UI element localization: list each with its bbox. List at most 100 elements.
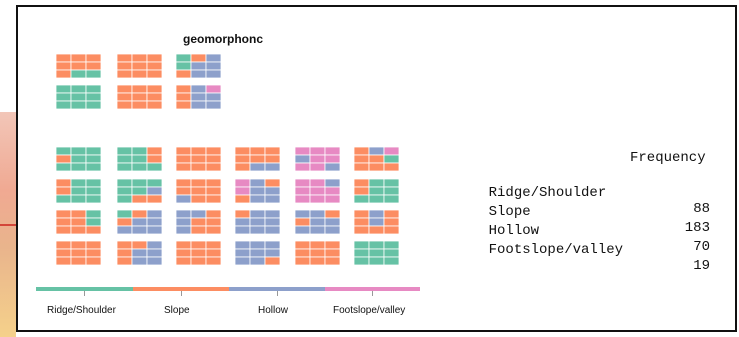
pattern-cell bbox=[146, 84, 163, 94]
pattern-cell bbox=[264, 186, 281, 196]
pattern-cell bbox=[353, 209, 370, 219]
pattern-cell bbox=[116, 240, 133, 250]
pattern-cell bbox=[264, 146, 281, 156]
pattern-cell bbox=[175, 225, 192, 235]
pattern-cell bbox=[116, 69, 133, 79]
pattern-cell bbox=[131, 92, 148, 102]
pattern-cell bbox=[190, 194, 207, 204]
pattern-cell bbox=[70, 100, 87, 110]
pattern-cell bbox=[249, 178, 266, 188]
pattern-cell bbox=[190, 217, 207, 227]
pattern-cell bbox=[368, 256, 385, 266]
pattern-cell bbox=[368, 209, 385, 219]
pattern-cell bbox=[116, 162, 133, 172]
pattern-cell bbox=[175, 217, 192, 227]
pattern-cell bbox=[368, 248, 385, 258]
pattern-cell bbox=[131, 240, 148, 250]
pattern-cell bbox=[190, 84, 207, 94]
pattern-cell bbox=[324, 209, 341, 219]
table-row: Slope 183 bbox=[455, 188, 710, 252]
pattern-cell bbox=[368, 146, 385, 156]
pattern-cell bbox=[249, 209, 266, 219]
pattern-cell bbox=[146, 256, 163, 266]
pattern-cell bbox=[175, 186, 192, 196]
legend-tick bbox=[372, 291, 373, 296]
pattern-cell bbox=[190, 209, 207, 219]
pattern-cell bbox=[264, 225, 281, 235]
pattern-cell bbox=[234, 154, 251, 164]
pattern-tile bbox=[116, 146, 163, 172]
pattern-cell bbox=[368, 178, 385, 188]
pattern-tile bbox=[175, 178, 222, 204]
pattern-tile bbox=[116, 178, 163, 204]
pattern-cell bbox=[116, 256, 133, 266]
pattern-cell bbox=[175, 240, 192, 250]
pattern-tile bbox=[55, 146, 102, 172]
pattern-cell bbox=[324, 256, 341, 266]
pattern-cell bbox=[234, 209, 251, 219]
row-value: 19 bbox=[693, 258, 710, 274]
pattern-cell bbox=[190, 256, 207, 266]
pattern-cell bbox=[85, 100, 102, 110]
pattern-cell bbox=[264, 209, 281, 219]
pattern-tile bbox=[116, 53, 163, 79]
pattern-cell bbox=[249, 194, 266, 204]
pattern-cell bbox=[353, 217, 370, 227]
pattern-cell bbox=[85, 53, 102, 63]
pattern-cell bbox=[175, 61, 192, 71]
pattern-cell bbox=[175, 194, 192, 204]
pattern-cell bbox=[249, 146, 266, 156]
pattern-cell bbox=[383, 186, 400, 196]
pattern-cell bbox=[190, 225, 207, 235]
pattern-cell bbox=[116, 186, 133, 196]
pattern-cell bbox=[234, 186, 251, 196]
pattern-cell bbox=[234, 178, 251, 188]
pattern-cell bbox=[146, 217, 163, 227]
pattern-cell bbox=[294, 240, 311, 250]
pattern-cell bbox=[70, 209, 87, 219]
pattern-cell bbox=[146, 248, 163, 258]
pattern-cell bbox=[85, 92, 102, 102]
pattern-cell bbox=[383, 248, 400, 258]
pattern-cell bbox=[70, 225, 87, 235]
pattern-tile bbox=[175, 53, 222, 79]
pattern-cell bbox=[294, 256, 311, 266]
pattern-cell bbox=[383, 146, 400, 156]
pattern-cell bbox=[294, 209, 311, 219]
pattern-cell bbox=[205, 53, 222, 63]
pattern-cell bbox=[70, 240, 87, 250]
pattern-cell bbox=[309, 240, 326, 250]
pattern-cell bbox=[146, 162, 163, 172]
pattern-cell bbox=[324, 248, 341, 258]
pattern-cell bbox=[368, 225, 385, 235]
pattern-tile bbox=[353, 146, 400, 172]
pattern-cell bbox=[205, 225, 222, 235]
pattern-cell bbox=[70, 154, 87, 164]
pattern-cell bbox=[55, 100, 72, 110]
pattern-cell bbox=[383, 209, 400, 219]
pattern-tile bbox=[55, 84, 102, 110]
pattern-cell bbox=[383, 240, 400, 250]
pattern-cell bbox=[205, 240, 222, 250]
pattern-cell bbox=[309, 209, 326, 219]
pattern-tile bbox=[234, 146, 281, 172]
pattern-tile bbox=[175, 146, 222, 172]
pattern-cell bbox=[190, 100, 207, 110]
pattern-cell bbox=[383, 256, 400, 266]
pattern-cell bbox=[205, 194, 222, 204]
pattern-cell bbox=[324, 240, 341, 250]
legend-tick bbox=[277, 291, 278, 296]
pattern-cell bbox=[205, 178, 222, 188]
pattern-cell bbox=[175, 209, 192, 219]
row-label: Footslope/valley bbox=[488, 242, 624, 258]
pattern-cell bbox=[353, 178, 370, 188]
pattern-cell bbox=[234, 256, 251, 266]
pattern-cell bbox=[324, 178, 341, 188]
pattern-cell bbox=[85, 217, 102, 227]
pattern-cell bbox=[85, 69, 102, 79]
pattern-cell bbox=[70, 53, 87, 63]
pattern-cell bbox=[294, 146, 311, 156]
pattern-cell bbox=[55, 217, 72, 227]
pattern-cell bbox=[368, 217, 385, 227]
pattern-cell bbox=[116, 225, 133, 235]
